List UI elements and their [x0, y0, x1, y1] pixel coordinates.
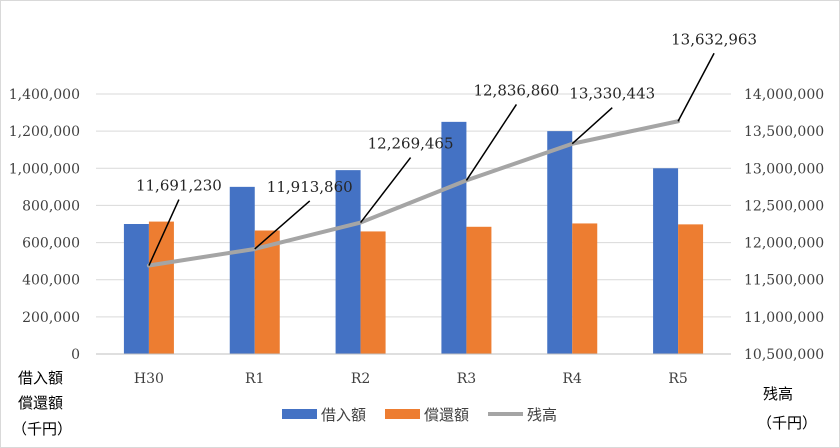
- right-y-tick-label: 10,500,000: [744, 347, 824, 363]
- x-tick-label: R2: [351, 371, 370, 387]
- data-label: 11,691,230: [136, 177, 222, 195]
- x-tick-label: R4: [563, 371, 583, 387]
- legend: 借入額 償還額 残高: [282, 406, 557, 424]
- balance-line: [146, 119, 681, 268]
- left-y-tick-label: 200,000: [22, 310, 80, 326]
- right-y-tick-label: 11,500,000: [744, 273, 824, 289]
- line-series: [146, 119, 681, 268]
- bar: [466, 226, 492, 354]
- left-axis-title-line-1: 借入額: [18, 369, 63, 387]
- bar: [254, 230, 280, 354]
- leader-line: [254, 200, 311, 250]
- data-label: 11,913,860: [267, 178, 353, 196]
- bar-series: [123, 121, 704, 354]
- right-axis-title-line-2: （千円）: [757, 414, 817, 432]
- x-tick-label: H30: [134, 371, 164, 387]
- left-y-axis: 0 200,000 400,000 600,000 800,000 1,000,000 1,…: [9, 87, 80, 363]
- leader-line: [465, 103, 518, 181]
- bar: [547, 131, 573, 354]
- right-y-tick-label: 14,000,000: [744, 87, 824, 103]
- legend-swatch-repay: [385, 409, 420, 419]
- bar: [335, 170, 361, 354]
- x-tick-label: R5: [668, 371, 687, 387]
- left-y-tick-label: 1,200,000: [9, 124, 80, 140]
- bar: [572, 223, 598, 354]
- legend-label-repay: 償還額: [424, 406, 469, 424]
- leader-line: [148, 199, 180, 266]
- leader-line: [359, 157, 412, 224]
- data-labels: 11,691,230 11,913,860 12,269,465 12,836,860…: [136, 30, 757, 196]
- bar: [229, 186, 255, 354]
- bar: [653, 168, 679, 354]
- legend-swatch-borrow: [282, 409, 317, 419]
- right-y-tick-label: 13,000,000: [744, 161, 824, 177]
- right-axis-title: 残高 （千円）: [757, 385, 817, 432]
- right-y-tick-label: 11,000,000: [744, 310, 824, 326]
- data-label: 12,269,465: [368, 135, 454, 153]
- right-y-tick-label: 12,000,000: [744, 236, 824, 252]
- x-axis: H30 R1 R2 R3 R4 R5: [96, 353, 731, 387]
- legend-label-borrow: 借入額: [321, 406, 366, 424]
- data-label: 13,330,443: [569, 85, 655, 103]
- data-label: 12,836,860: [473, 81, 559, 99]
- right-y-tick-label: 13,500,000: [744, 124, 824, 140]
- legend-label-balance: 残高: [527, 406, 557, 424]
- x-tick-label: R1: [245, 371, 264, 387]
- bar: [678, 224, 704, 354]
- bar: [441, 121, 467, 354]
- leader-line: [571, 107, 613, 145]
- left-y-tick-label: 600,000: [22, 236, 80, 252]
- left-y-tick-label: 1,000,000: [9, 161, 80, 177]
- right-y-axis: 10,500,000 11,000,000 11,500,000 12,000,000…: [744, 87, 824, 363]
- leader-line: [677, 52, 715, 122]
- right-axis-title-line-1: 残高: [763, 385, 793, 403]
- x-tick-label: R3: [457, 371, 476, 387]
- right-y-tick-label: 12,500,000: [744, 198, 824, 214]
- label-leader-lines: [148, 52, 715, 266]
- left-axis-title: 借入額 償還額 （千円）: [12, 369, 72, 438]
- left-y-tick-label: 0: [71, 347, 80, 363]
- left-axis-title-line-3: （千円）: [12, 420, 72, 438]
- left-axis-title-line-2: 償還額: [18, 394, 63, 412]
- left-y-tick-label: 1,400,000: [9, 87, 80, 103]
- bar: [360, 231, 386, 354]
- data-label: 13,632,963: [671, 30, 757, 48]
- left-y-tick-label: 800,000: [22, 198, 80, 214]
- bar: [148, 221, 174, 354]
- bar: [123, 224, 149, 354]
- left-y-tick-label: 400,000: [22, 273, 80, 289]
